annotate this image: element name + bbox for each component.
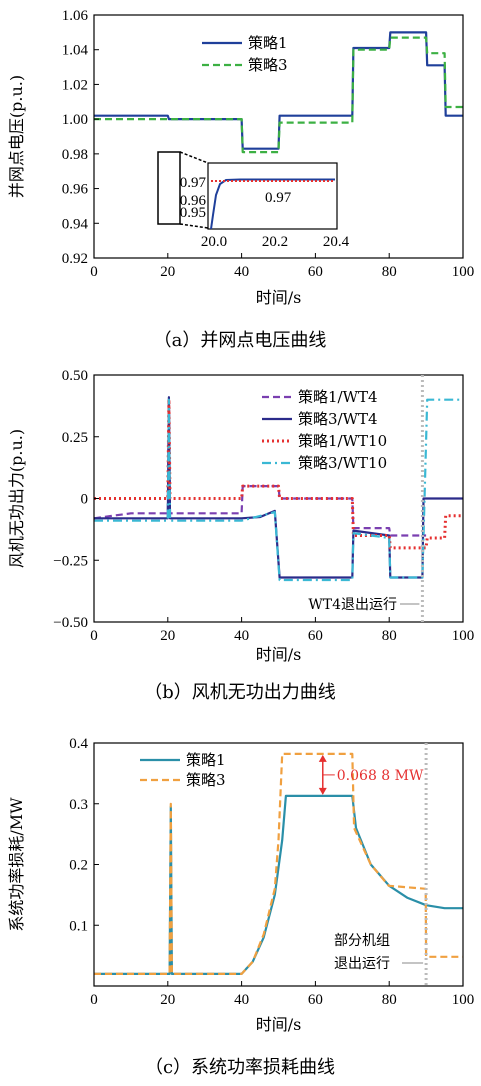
x-tick-label: 40 [234,264,249,280]
x-tick-label: 0 [90,264,98,280]
x-tick-label: 60 [308,264,323,280]
x-tick-label: 20 [160,264,175,280]
y-tick-label: 0.92 [62,251,88,267]
series-line-4 [94,398,463,582]
x-axis-label: 时间/s [256,645,302,664]
inset-group: 0.950.96 0.97 20.0 20.2 20.4 0.97 [157,151,350,250]
x-tick-label: 60 [308,992,323,1008]
x-tick-label: 60 [308,628,323,644]
dropout-annotation-line2: 退出运行 [334,956,390,972]
legend-label-4: 策略3/WT10 [298,454,387,472]
y-tick-label: 1.02 [62,77,88,93]
y-tick-label: 0.2 [69,858,88,874]
y-tick-label: −0.50 [53,615,88,631]
y-tick-label: 0.4 [69,736,88,752]
series-line-2 [94,36,463,154]
x-axis-label: 时间/s [256,288,302,307]
y-tick-label: 0.98 [62,147,88,163]
legend-label-2: 策略3/WT4 [298,410,378,428]
series-line-3 [94,398,463,550]
legend-label-2: 策略3 [248,56,288,74]
series-group [94,396,463,582]
legend-label-1: 策略1/WT4 [298,388,378,406]
y-axis-label: 风机无功出力(p.u.) [7,429,26,568]
x-tick-label: 20 [160,992,175,1008]
inset-y-tick-label: 0.97 [180,175,207,191]
y-axis-label: 系统功率损耗/MW [7,797,26,932]
legend-label-2: 策略3 [186,771,226,789]
series-group [94,752,463,976]
x-tick-label: 100 [452,628,475,644]
gap-arrow-head [318,787,327,795]
plot-frame [93,14,464,259]
y-tick-label: 0.1 [69,918,88,934]
zoom-source-box [157,151,181,225]
y-axis-label: 并网点电压(p.u.) [7,75,26,198]
x-tick-label: 80 [382,628,397,644]
x-tick-label: 100 [452,992,475,1008]
y-tick-label: 0.25 [62,430,88,446]
x-tick-label: 40 [234,992,249,1008]
chart-panel-1: 0 20 40 60 80 100 0.92 0.94 0.96 0.98 1.00 1.02 1.04… [7,8,474,351]
chart-caption: （a）并网点电压曲线 [154,330,327,351]
y-tick-label: 1.06 [62,8,89,24]
chart-panel-2: 0 20 40 60 80 100 −0.50 −0.25 0 0.25 0.50 时间/s 风机无功出… [7,368,474,703]
x-tick-label: 40 [234,628,249,644]
y-tick-label: 0.3 [69,797,88,813]
dropout-annotation: WT4退出运行 [308,597,397,613]
inset-x-tick-label: 20.0 [201,234,227,250]
legend-label-1: 策略1 [248,34,288,52]
legend-label-3: 策略1/WT10 [298,432,387,450]
x-tick-label: 80 [382,992,397,1008]
inset-y-tick-label: 0.95 [180,205,206,221]
x-axis-label: 时间/s [256,1015,302,1034]
legend-label-1: 策略1 [186,751,226,769]
y-tick-label: 1.04 [62,43,89,59]
inset-annotation: 0.97 [265,190,292,206]
legend: 策略1/WT4 策略3/WT4 策略1/WT10 策略3/WT10 [262,388,387,472]
inset-x-tick-label: 20.4 [323,234,350,250]
chart-caption: （b）风机无功出力曲线 [144,682,336,703]
x-tick-label: 0 [90,628,98,644]
gap-annotation: 0.068 8 MW [337,768,424,784]
zoom-connector [179,223,209,229]
y-tick-label: 0 [81,492,89,508]
x-tick-label: 0 [90,992,98,1008]
x-tick-label: 20 [160,628,175,644]
y-tick-label: −0.25 [53,553,88,569]
chart-caption: （c）系统功率损耗曲线 [145,1057,335,1078]
x-tick-label: 100 [452,264,475,280]
y-tick-label: 0.96 [62,182,89,198]
annotation-group: WT4退出运行 [308,375,424,622]
x-tick-label: 80 [382,264,397,280]
dropout-annotation-line1: 部分机组 [334,933,390,949]
series-group [94,31,463,154]
inset-x-tick-label: 20.2 [262,234,288,250]
inset-y-tick-label: 0.96 [180,193,207,209]
y-tick-label: 0.94 [62,216,89,232]
zoom-connector [179,151,209,164]
inset-frame [207,162,338,230]
chart-panel-3: 0 20 40 60 80 100 0.1 0.2 0.3 0.4 时间/s 系统功率损耗/MW （c）… [7,736,474,1078]
inset-series-line-1 [210,178,335,230]
y-tick-label: 1.00 [62,112,88,128]
gap-arrow-head [318,754,327,762]
series-line-2 [94,752,463,976]
y-tick-label: 0.50 [62,368,88,384]
